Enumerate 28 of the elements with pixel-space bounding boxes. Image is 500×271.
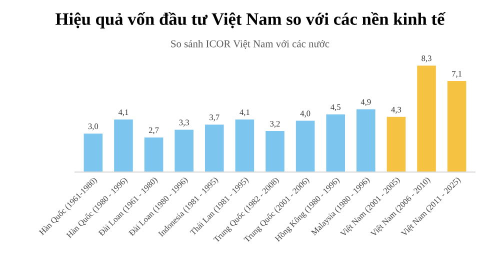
- bar: [296, 120, 315, 172]
- bar: [356, 109, 376, 172]
- data-label: 4,1: [118, 109, 128, 116]
- chart-subtitle: So sánh ICOR Việt Nam với các nước: [171, 40, 330, 49]
- data-label: 7,1: [452, 70, 462, 78]
- bar: [235, 119, 254, 172]
- data-label: 8,3: [422, 56, 432, 62]
- bar: [326, 114, 345, 172]
- chart-title: Hiệu quả vốn đầu tư Việt Nam so với các nền kinh tế: [56, 12, 446, 28]
- bar: [205, 124, 224, 172]
- data-label: 4,9: [360, 99, 371, 106]
- data-label: 4,0: [300, 110, 310, 118]
- data-label: 4,1: [240, 109, 250, 116]
- data-label: 4,3: [391, 106, 402, 114]
- data-label: 3,7: [210, 114, 220, 122]
- data-label: 2,7: [148, 127, 159, 134]
- bar: [417, 66, 436, 172]
- data-label: 3,2: [270, 120, 280, 128]
- data-label: 3,3: [179, 120, 189, 126]
- bar: [144, 137, 164, 172]
- bar: [266, 131, 284, 172]
- bar: [386, 116, 406, 172]
- bar: [84, 134, 103, 172]
- data-label: 4,5: [330, 104, 340, 112]
- bar: [447, 81, 466, 172]
- data-label: 3,0: [88, 124, 98, 130]
- bar: [114, 119, 133, 172]
- bar: [174, 130, 194, 172]
